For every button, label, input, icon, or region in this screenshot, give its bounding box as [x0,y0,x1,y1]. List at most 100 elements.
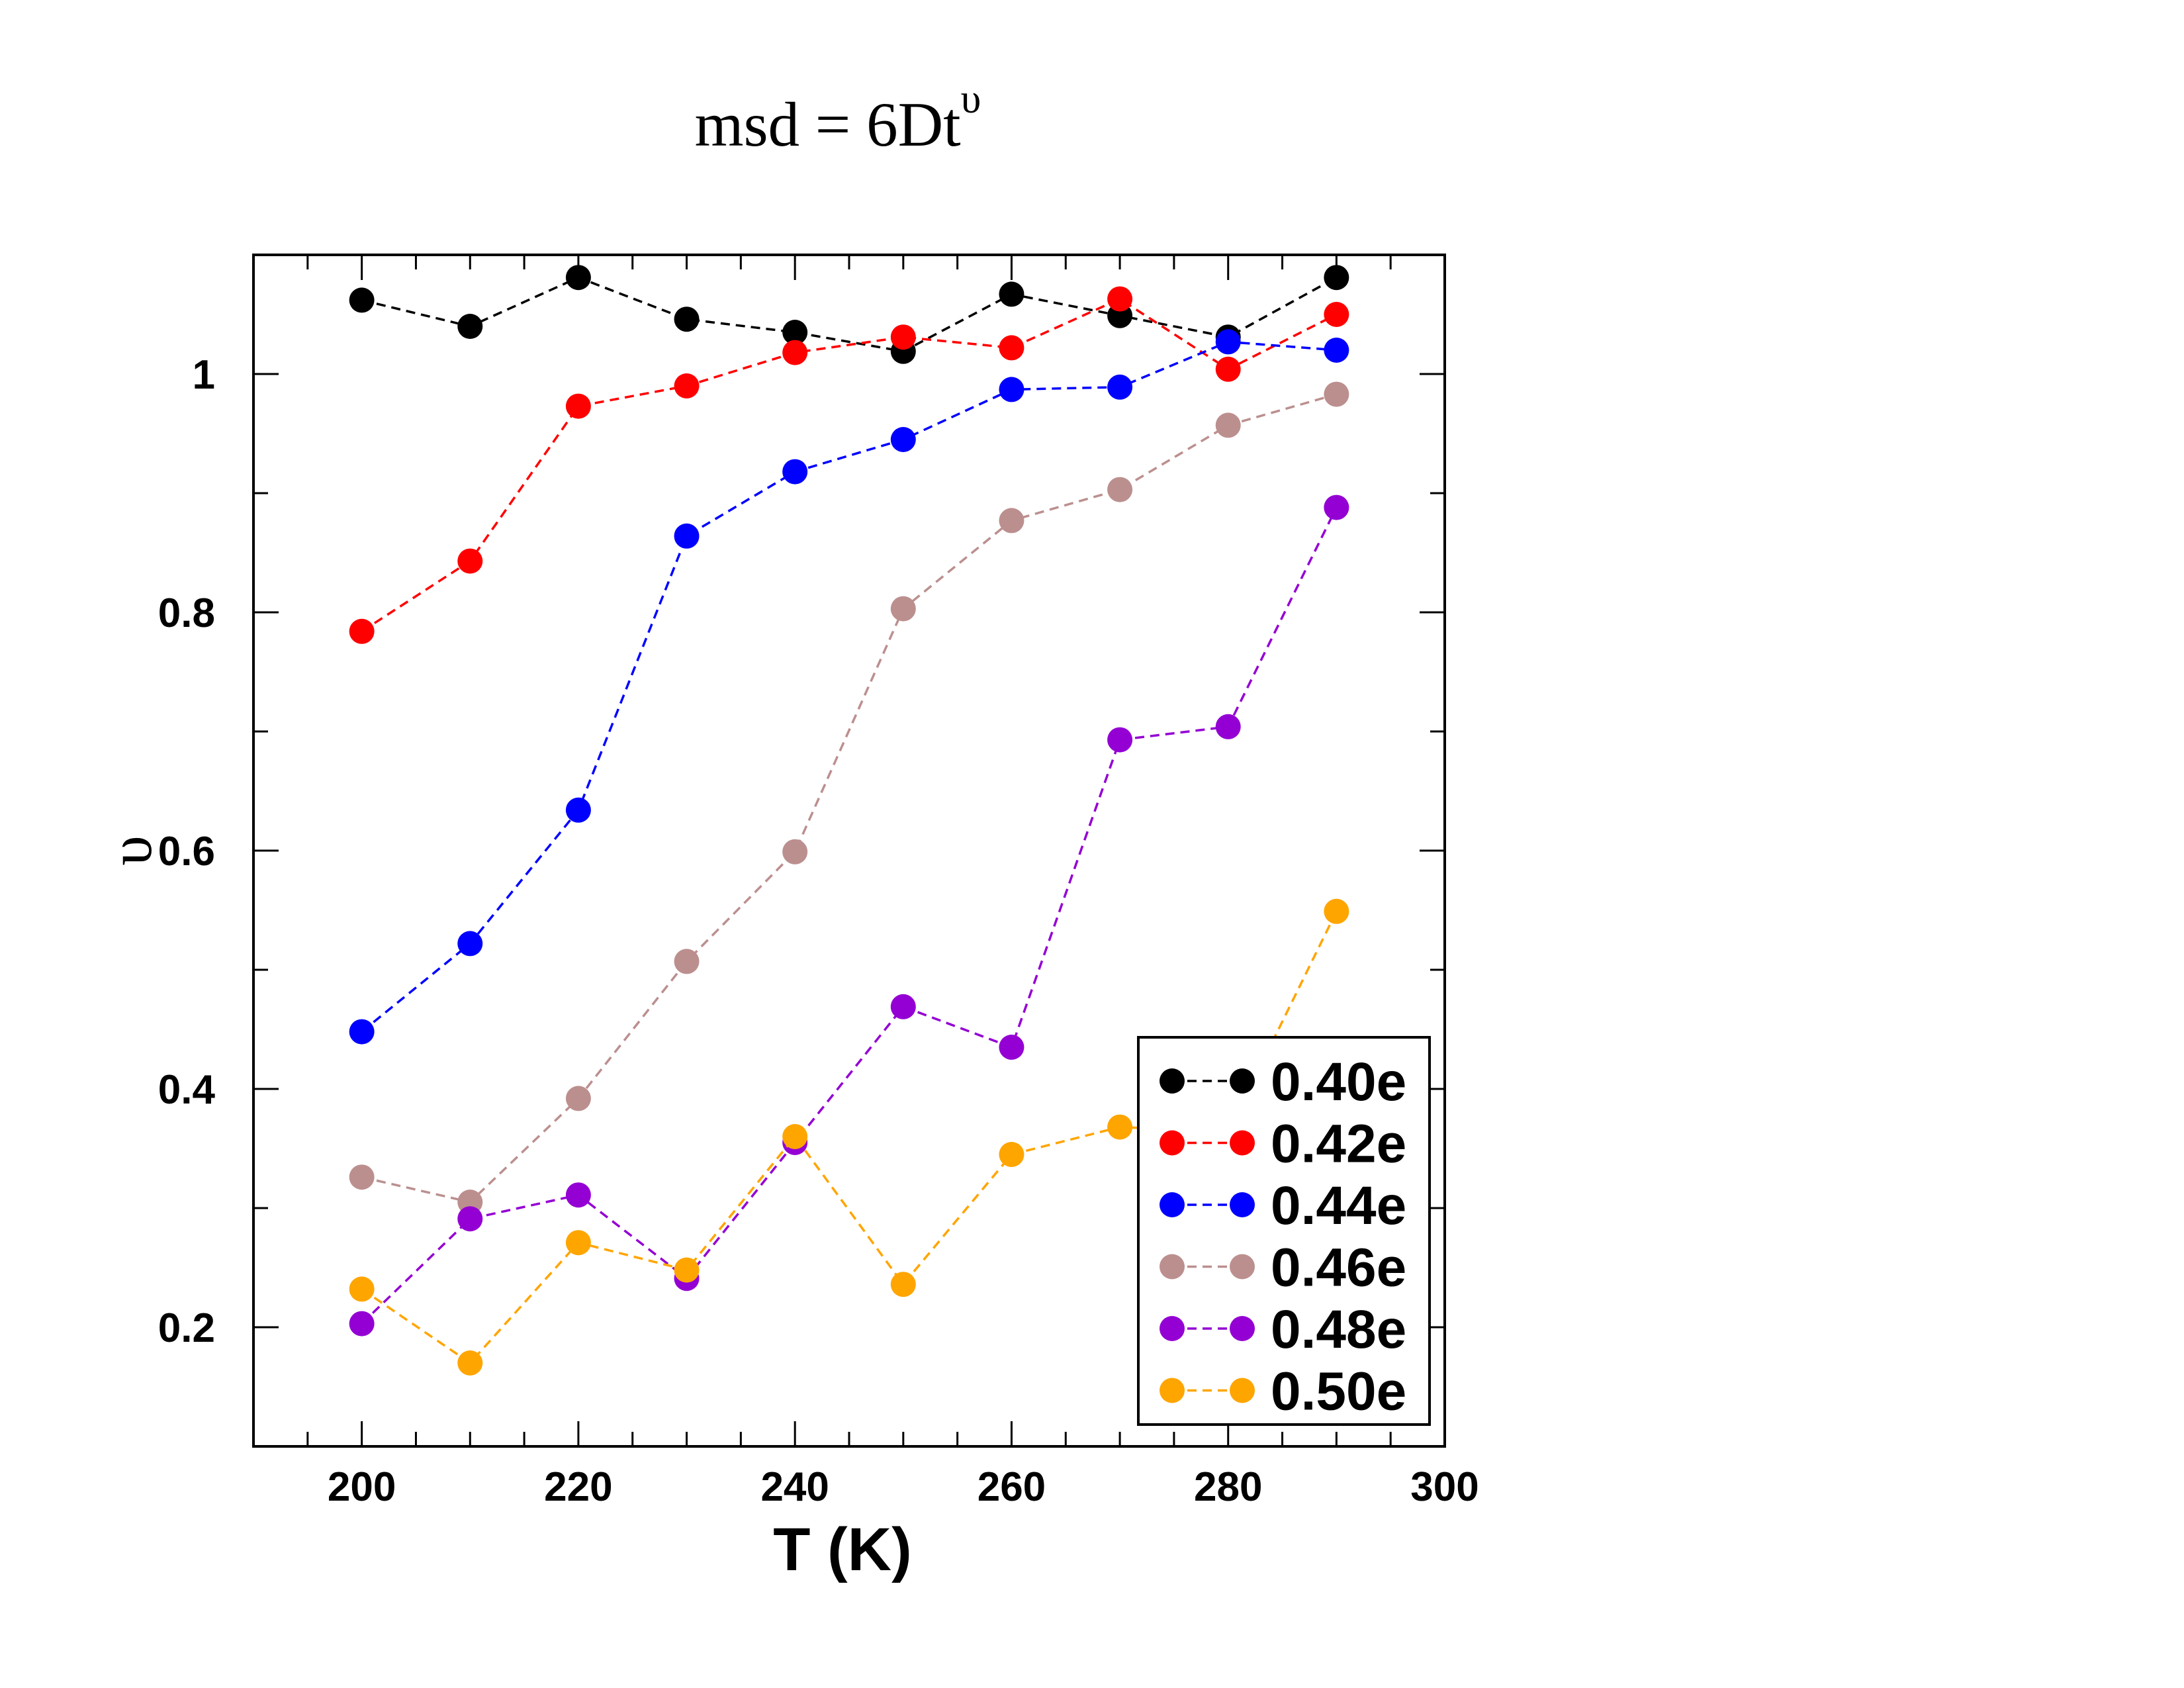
data-point [674,523,700,549]
series-line [361,340,1337,1033]
data-point [999,281,1024,307]
legend-item: 0.50e [1160,1362,1406,1422]
data-point [565,1230,591,1256]
y-tick-label: 0.8 [158,590,215,636]
data-point [1107,477,1133,502]
data-point [1324,302,1349,327]
legend-marker [1160,1192,1185,1217]
data-point [999,1035,1024,1060]
data-point [349,1276,375,1302]
legend-label: 0.50e [1271,1362,1406,1422]
legend-item: 0.40e [1160,1052,1406,1112]
legend-box [1137,1036,1431,1426]
x-tick-label: 220 [544,1464,612,1510]
chart-title-superscript: υ [961,77,981,122]
y-tick-label: 1 [193,352,215,398]
series-0.48e [349,494,1349,1336]
legend-marker [1160,1254,1185,1280]
data-point [565,797,591,823]
x-tick-label: 240 [760,1464,829,1510]
series-line [361,276,1338,353]
legend-item: 0.42e [1160,1114,1406,1174]
legend-label: 0.42e [1271,1114,1406,1174]
data-point [349,1019,375,1045]
data-point [890,596,916,622]
y-tick-label: 0.6 [158,829,215,874]
data-point [674,949,700,974]
legend-label: 0.40e [1271,1052,1406,1112]
chart-title: msd = 6Dtυ [695,77,981,160]
data-point [1324,494,1349,520]
data-point [349,1311,375,1336]
legend-label: 0.46e [1271,1238,1406,1298]
data-point [890,1272,916,1297]
data-point [782,459,808,485]
series-0.42e [349,286,1349,644]
series-line [361,297,1338,633]
x-tick-label: 280 [1194,1464,1262,1510]
data-point [674,373,700,399]
y-axis-label: υ [97,835,164,866]
series-line [361,393,1337,1203]
series-0.50e [349,898,1349,1376]
legend-marker [1160,1130,1185,1156]
data-point [565,1086,591,1111]
data-point [457,548,483,574]
data-point [1324,381,1349,407]
data-point [1107,286,1133,312]
legend-marker [1160,1316,1185,1341]
data-point [457,314,483,339]
data-point [890,994,916,1019]
data-point [1215,412,1241,438]
data-point [999,1142,1024,1167]
y-tick-label: 0.2 [158,1305,215,1351]
plot-frame [252,254,1446,1448]
legend-marker [1230,1130,1255,1156]
data-point [565,265,591,291]
data-point [457,1350,483,1376]
data-point [457,931,483,957]
legend-marker [1230,1192,1255,1217]
legend-marker [1160,1068,1185,1094]
data-point [457,1206,483,1232]
data-point [999,335,1024,361]
data-point [1107,374,1133,400]
chart-title-main: msd = 6Dt [695,89,961,160]
data-point [1107,1114,1133,1140]
x-tick-label: 260 [978,1464,1046,1510]
data-point [1324,898,1349,924]
data-point [999,508,1024,534]
data-point [349,1164,375,1190]
legend-item: 0.46e [1160,1238,1406,1298]
data-point [782,1124,808,1149]
series-line [361,506,1338,1325]
x-axis-label: T (K) [773,1516,911,1583]
data-point [1215,329,1241,355]
data-point [890,324,916,350]
data-point [565,1182,591,1208]
legend-marker [1160,1378,1185,1403]
data-point [674,306,700,332]
x-tick-label: 200 [328,1464,396,1510]
data-point [674,1257,700,1283]
data-point [782,340,808,365]
x-tick-label: 300 [1410,1464,1479,1510]
y-tick-label: 0.4 [158,1067,216,1113]
data-point [1324,265,1349,291]
data-point [890,427,916,452]
legend-marker [1230,1068,1255,1094]
data-point [1215,714,1241,739]
data-point [349,287,375,313]
data-point [782,839,808,865]
legend-label: 0.44e [1271,1176,1406,1236]
data-point [349,618,375,644]
data-point [1215,356,1241,382]
data-point [1107,727,1133,753]
data-point [782,320,808,345]
series-0.44e [349,329,1349,1045]
data-point [1324,338,1349,363]
legend-item: 0.44e [1160,1176,1406,1236]
